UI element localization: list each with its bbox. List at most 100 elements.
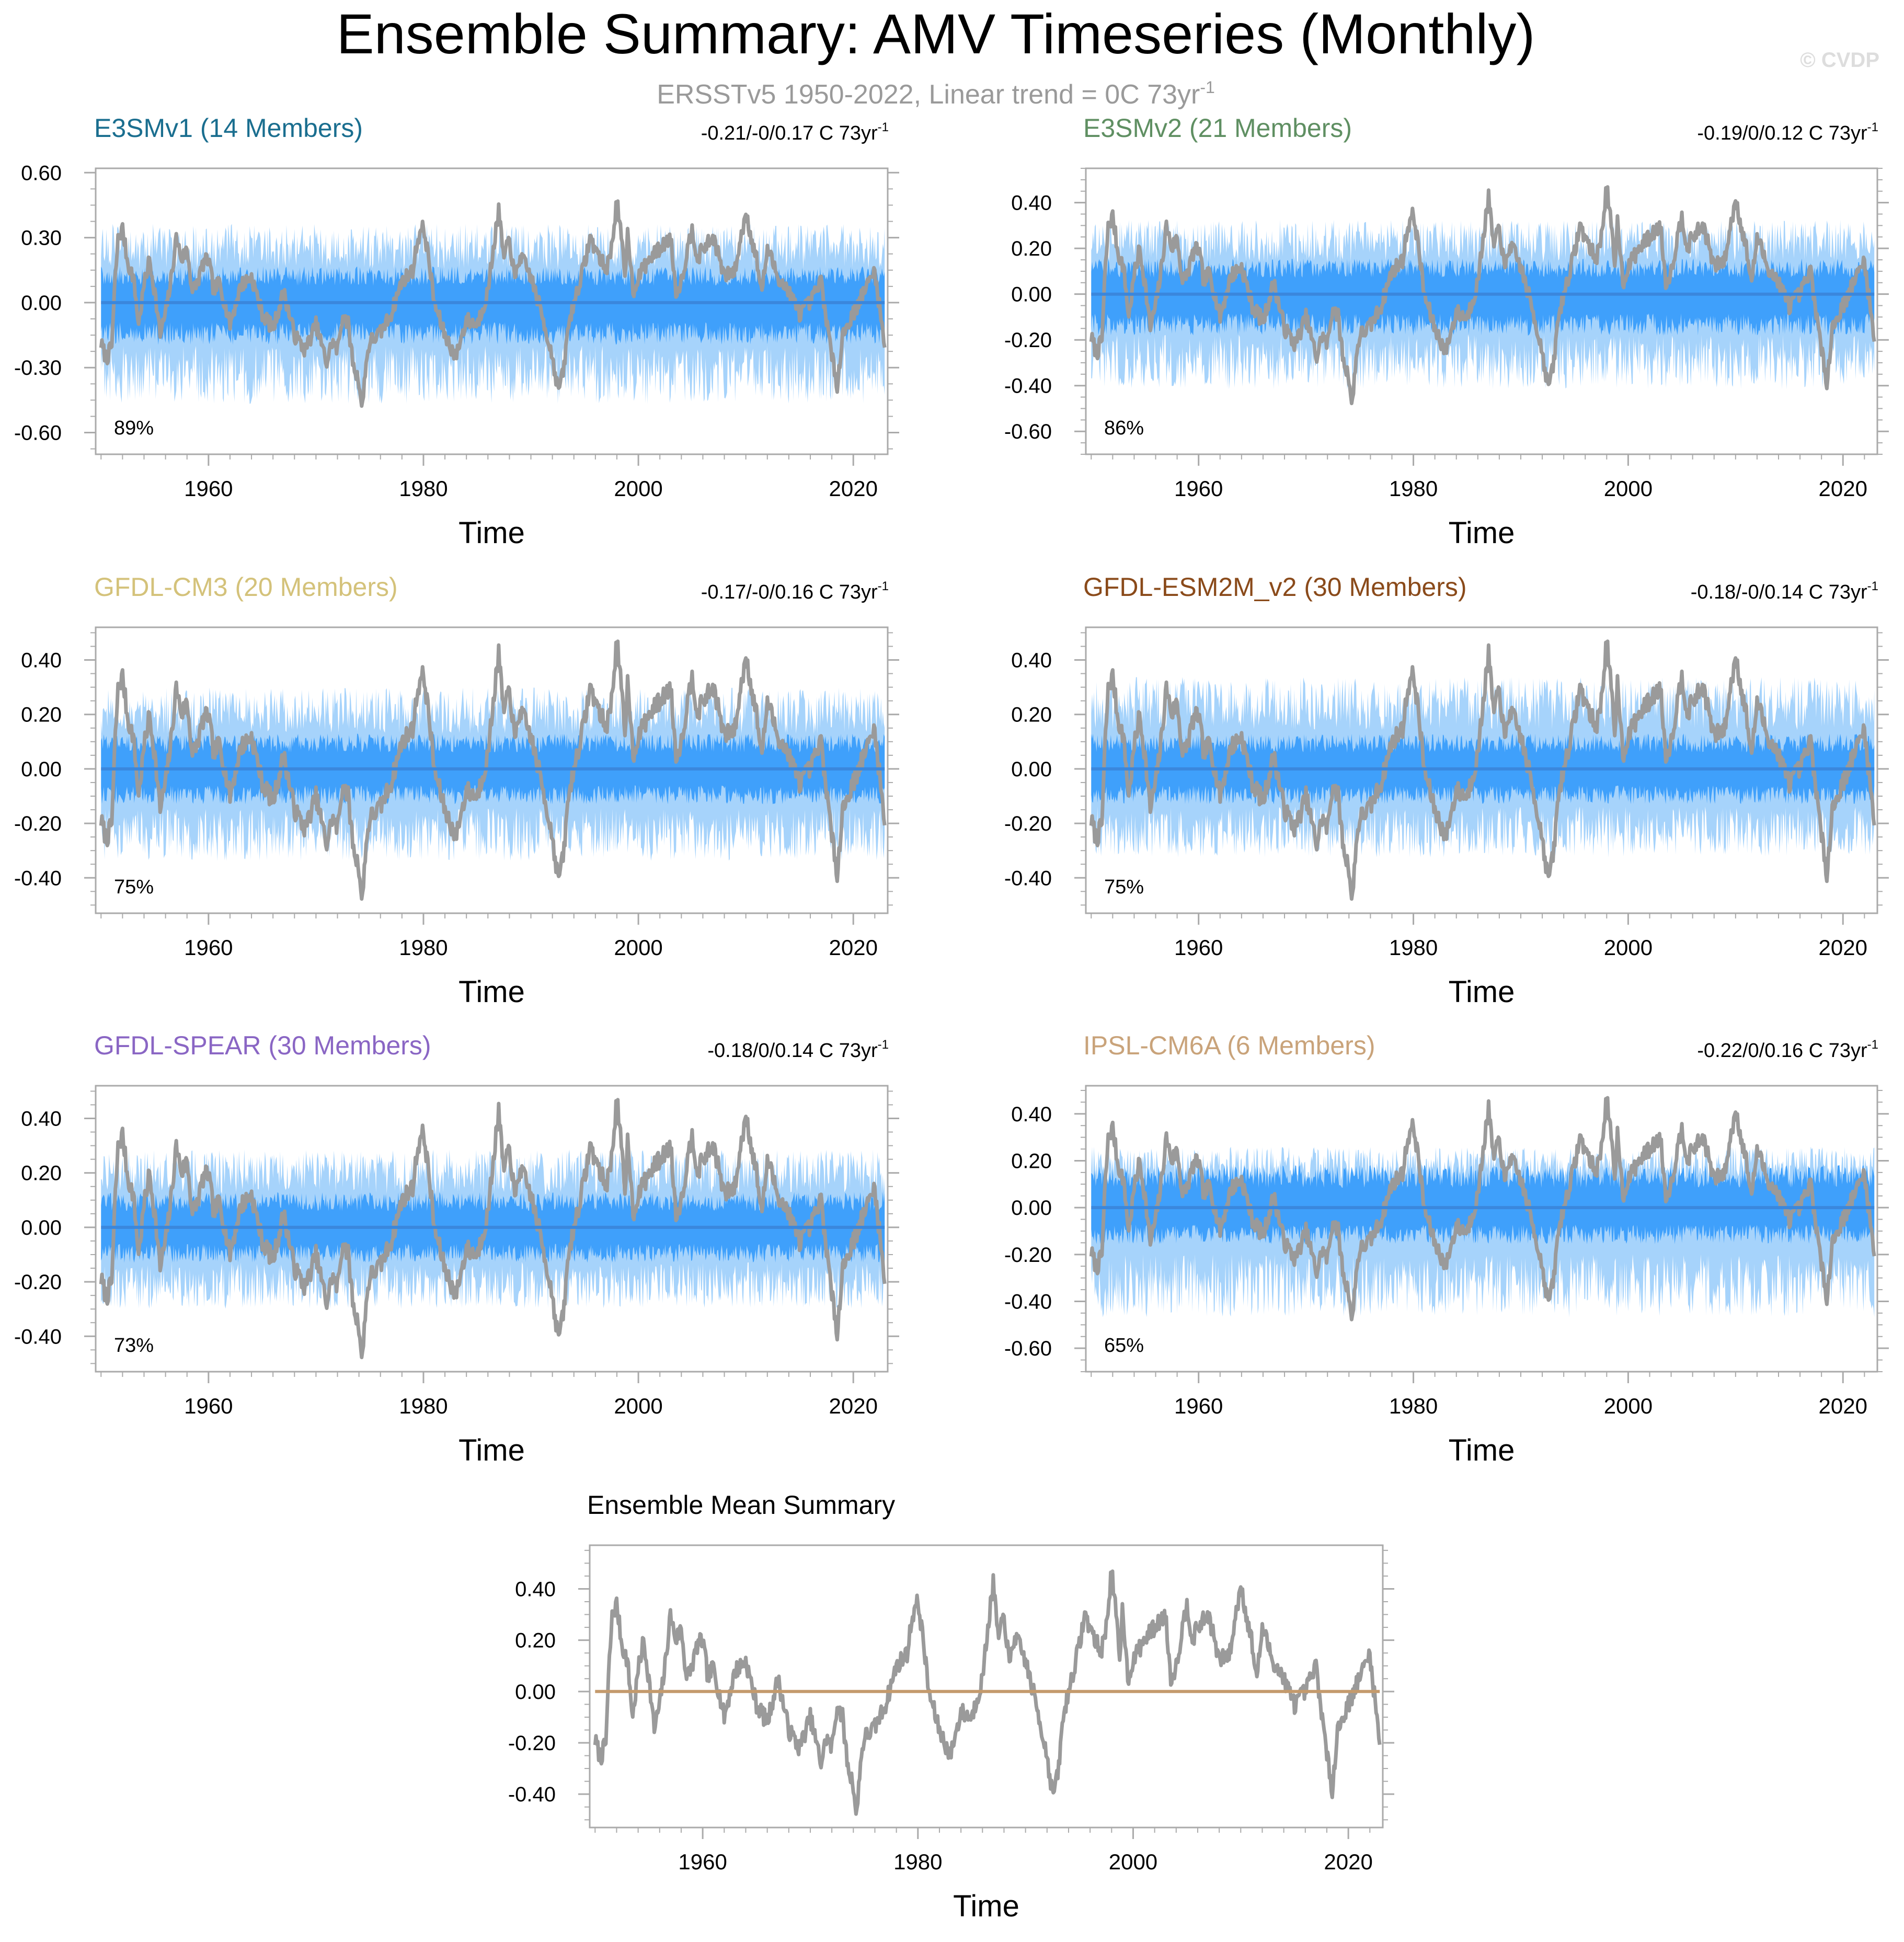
trend-label: -0.19/0/0.12 C 73yr-1 [1697, 120, 1878, 144]
ensemble-iqr-band [1091, 258, 1875, 336]
y-tick-label: 0.20 [21, 704, 62, 727]
chart-panel: 1960 1980 2000 2020 -0.40 -0.20 0.00 0.20 0.40 GF… [1004, 572, 1889, 1009]
trend-sup: -1 [878, 579, 889, 593]
x-tick-label: 1960 [184, 935, 233, 960]
x-tick-label: 2020 [1324, 1849, 1372, 1874]
x-axis-label: Time [458, 516, 525, 550]
x-axis-label: Time [1449, 516, 1515, 550]
figure-title: Ensemble Summary: AMV Timeseries (Monthl… [337, 2, 1535, 65]
percent-label: 89% [114, 417, 154, 439]
x-tick-label: 2000 [614, 476, 662, 501]
trend-text: -0.18/-0/0.14 C 73yr [1691, 581, 1867, 603]
percent-label: 75% [1104, 876, 1144, 898]
y-tick-label: -0.20 [1004, 812, 1052, 835]
y-tick-label: -0.20 [14, 812, 62, 835]
panel-title: Ensemble Mean Summary [587, 1490, 895, 1520]
y-tick-label: 0.30 [21, 227, 62, 250]
y-tick-label: -0.40 [1004, 1290, 1052, 1313]
percent-label: 75% [114, 876, 154, 898]
y-tick-label: 0.40 [515, 1578, 556, 1601]
x-tick-label: 1960 [184, 1394, 233, 1418]
y-tick-label: -0.20 [14, 1271, 62, 1294]
ensemble-iqr-band [101, 266, 885, 345]
chart-panel: 1960 1980 2000 2020 -0.60 -0.40 -0.20 0.00 0.20 0… [1004, 1031, 1889, 1467]
plot-area [1089, 1096, 1876, 1322]
trend-text: -0.17/-0/0.16 C 73yr [701, 581, 878, 603]
trend-text: -0.21/-0/0.17 C 73yr [701, 122, 878, 144]
y-tick-label: 0.40 [21, 649, 62, 672]
x-tick-label: 1960 [184, 476, 233, 501]
y-tick-label: 0.20 [1011, 704, 1052, 727]
y-tick-label: -0.60 [1004, 420, 1052, 443]
x-tick-label: 1980 [1389, 476, 1438, 501]
y-tick-label: -0.40 [1004, 867, 1052, 890]
y-tick-label: -0.20 [1004, 1244, 1052, 1267]
y-tick-label: 0.00 [21, 758, 62, 781]
y-tick-label: 0.00 [1011, 283, 1052, 306]
y-tick-label: 0.00 [1011, 758, 1052, 781]
y-tick-label: 0.40 [1011, 192, 1052, 215]
x-tick-label: 1960 [678, 1849, 727, 1874]
x-axis-label: Time [1449, 975, 1515, 1009]
y-tick-label: 0.40 [1011, 649, 1052, 672]
x-tick-label: 2000 [1604, 1394, 1653, 1418]
trend-label: -0.18/-0/0.14 C 73yr-1 [1691, 579, 1878, 603]
panel-title: E3SMv2 (21 Members) [1083, 113, 1352, 143]
y-tick-label: -0.20 [1004, 329, 1052, 352]
panel-title: IPSL-CM6A (6 Members) [1083, 1031, 1375, 1060]
x-axis-label: Time [953, 1889, 1019, 1923]
subtitle-text: ERSSTv5 1950-2022, Linear trend = 0C 73y… [657, 79, 1200, 110]
observed-line [99, 639, 887, 901]
trend-label: -0.18/0/0.14 C 73yr-1 [707, 1038, 889, 1062]
trend-label: -0.22/0/0.16 C 73yr-1 [1697, 1038, 1878, 1062]
trend-sup: -1 [1867, 579, 1878, 593]
x-tick-label: 2000 [1604, 935, 1653, 960]
trend-label: -0.17/-0/0.16 C 73yr-1 [701, 579, 889, 603]
x-tick-label: 1960 [1174, 935, 1223, 960]
trend-sup: -1 [1867, 120, 1878, 134]
plot-area [99, 639, 887, 901]
plot-area [593, 1569, 1382, 1816]
ensemble-iqr-band [1091, 1165, 1875, 1245]
chart-panel: 1960 1980 2000 2020 -0.40 -0.20 0.00 0.20 0.40 GF… [14, 572, 899, 1009]
x-tick-label: 1980 [399, 935, 448, 960]
y-tick-label: 0.20 [21, 1162, 62, 1185]
subtitle-sup: -1 [1200, 78, 1214, 97]
trend-text: -0.19/0/0.12 C 73yr [1697, 122, 1867, 144]
x-tick-label: 2000 [614, 935, 662, 960]
chart-panel: 1960 1980 2000 2020 -0.60 -0.40 -0.20 0.00 0.20 0… [1004, 113, 1889, 550]
percent-label: 73% [114, 1335, 154, 1357]
plot-frame [95, 626, 889, 914]
x-axis-label: Time [1449, 1433, 1515, 1467]
panel-title: GFDL-ESM2M_v2 (30 Members) [1083, 572, 1467, 602]
trend-sup: -1 [878, 120, 889, 134]
y-tick-label: -0.40 [508, 1783, 556, 1806]
y-tick-label: 0.20 [1011, 1150, 1052, 1173]
y-tick-label: 0.40 [21, 1108, 62, 1131]
plot-frame [589, 1544, 1384, 1829]
x-tick-label: 2000 [1109, 1849, 1157, 1874]
x-axis-label: Time [458, 1433, 525, 1467]
percent-label: 86% [1104, 417, 1144, 439]
x-tick-label: 1960 [1174, 1394, 1223, 1418]
x-tick-label: 2020 [1819, 476, 1867, 501]
x-tick-label: 1980 [399, 476, 448, 501]
plot-frame [1085, 167, 1878, 455]
plot-frame [95, 167, 889, 455]
y-tick-label: -0.60 [1004, 1337, 1052, 1360]
y-tick-label: 0.00 [515, 1681, 556, 1704]
y-tick-label: -0.60 [14, 422, 62, 445]
x-tick-label: 2020 [1819, 1394, 1867, 1418]
x-tick-label: 2000 [614, 1394, 662, 1418]
plot-area [99, 199, 887, 408]
plot-area [99, 1098, 887, 1360]
observed-line [1089, 639, 1876, 901]
x-tick-label: 2020 [1819, 935, 1867, 960]
y-tick-label: -0.40 [1004, 375, 1052, 398]
trend-text: -0.18/0/0.14 C 73yr [707, 1040, 878, 1062]
figure-subtitle: ERSSTv5 1950-2022, Linear trend = 0C 73y… [657, 78, 1215, 110]
x-tick-label: 1980 [893, 1849, 942, 1874]
y-tick-label: 0.00 [21, 292, 62, 315]
x-tick-label: 1980 [399, 1394, 448, 1418]
